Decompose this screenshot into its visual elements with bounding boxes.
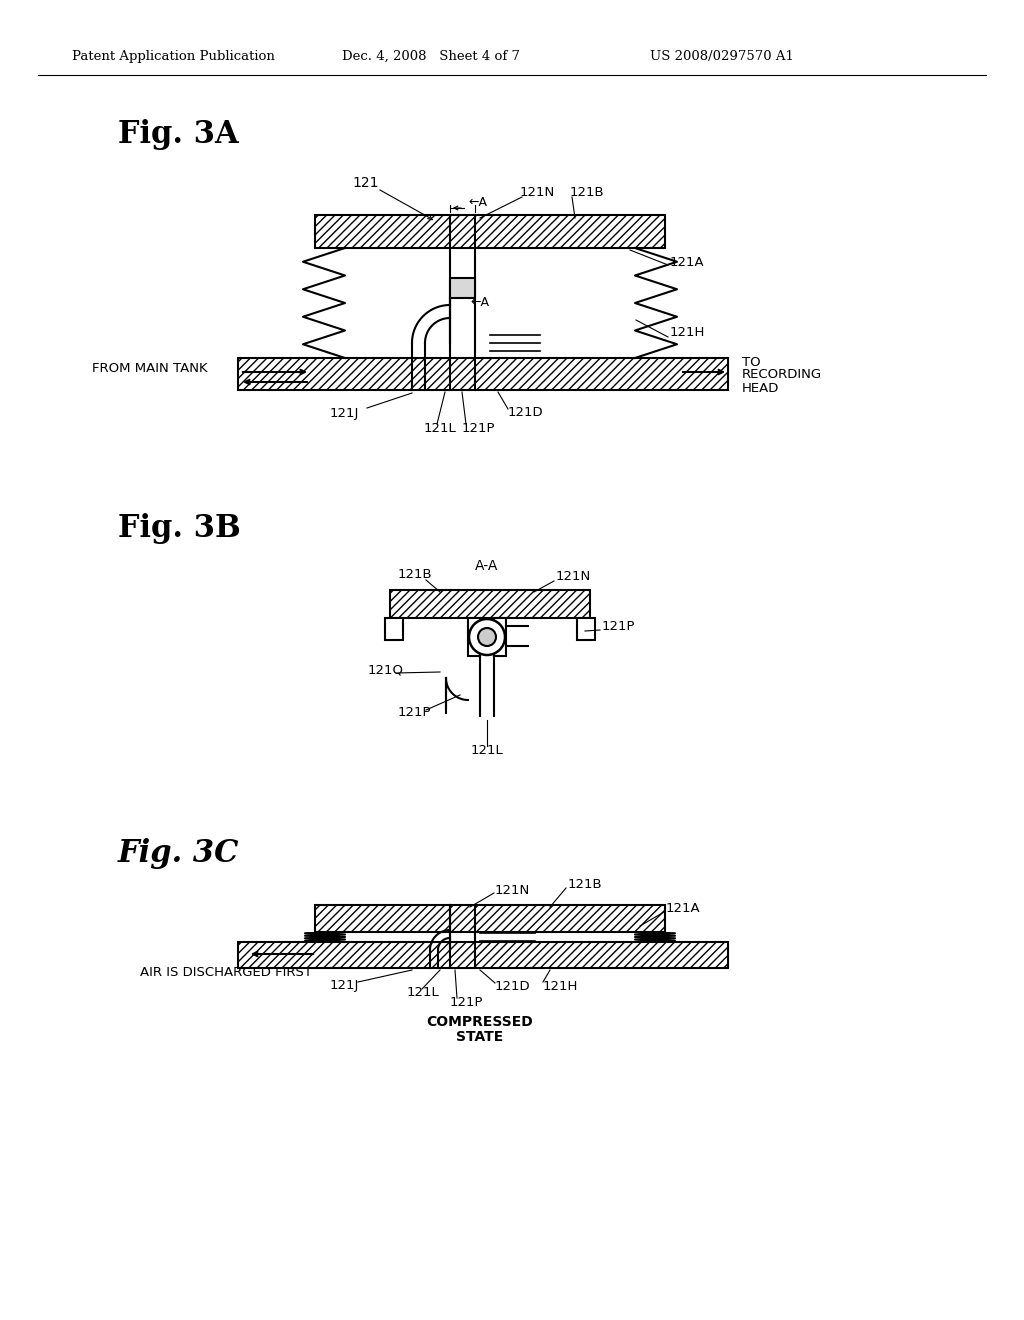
Bar (577, 618, 595, 640)
Text: COMPRESSED: COMPRESSED (427, 1015, 534, 1030)
Text: 121A: 121A (670, 256, 705, 268)
Text: 121B: 121B (570, 186, 604, 199)
Text: 121D: 121D (495, 981, 530, 994)
Text: 121L: 121L (424, 421, 457, 434)
Text: 121D: 121D (508, 407, 544, 420)
Bar (315, 906, 665, 932)
Bar (238, 942, 728, 968)
Bar (468, 618, 480, 656)
Text: RECORDING: RECORDING (742, 367, 822, 380)
Bar (494, 618, 506, 656)
Bar (450, 279, 475, 298)
Bar (450, 279, 475, 298)
Text: 121J: 121J (330, 979, 359, 993)
Text: 121B: 121B (398, 569, 432, 582)
Text: AIR IS DISCHARGED FIRST: AIR IS DISCHARGED FIRST (140, 966, 312, 979)
Text: 121P: 121P (450, 995, 483, 1008)
Text: TO: TO (742, 355, 761, 368)
Circle shape (478, 628, 496, 645)
Text: 121P: 121P (462, 421, 496, 434)
Circle shape (469, 619, 505, 655)
Text: Fig. 3A: Fig. 3A (118, 119, 239, 150)
Text: ←A: ←A (468, 197, 487, 210)
Bar (577, 618, 595, 640)
Text: FROM MAIN TANK: FROM MAIN TANK (92, 362, 208, 375)
Bar (390, 590, 590, 618)
Text: 121B: 121B (568, 878, 603, 891)
Bar (494, 618, 506, 656)
Text: A-A: A-A (475, 558, 499, 573)
Text: 121N: 121N (520, 186, 555, 199)
Text: 121N: 121N (556, 570, 591, 583)
Text: 121: 121 (352, 176, 379, 190)
Bar (468, 618, 480, 656)
Bar (385, 618, 403, 640)
Bar (315, 215, 665, 248)
Text: 121H: 121H (670, 326, 706, 339)
Bar (390, 590, 590, 618)
Text: 121J: 121J (330, 407, 359, 420)
Text: Fig. 3B: Fig. 3B (118, 513, 241, 544)
Text: Dec. 4, 2008   Sheet 4 of 7: Dec. 4, 2008 Sheet 4 of 7 (342, 50, 520, 63)
Text: 121A: 121A (666, 902, 700, 915)
Bar (238, 358, 728, 389)
Text: Fig. 3C: Fig. 3C (118, 838, 240, 869)
Text: US 2008/0297570 A1: US 2008/0297570 A1 (650, 50, 794, 63)
Text: 121P: 121P (398, 706, 431, 719)
Text: HEAD: HEAD (742, 381, 779, 395)
Text: STATE: STATE (457, 1030, 504, 1044)
Text: 121L: 121L (471, 743, 504, 756)
Bar (315, 215, 665, 248)
Text: 121N: 121N (495, 883, 530, 896)
Text: 121P: 121P (602, 620, 636, 634)
Bar (315, 906, 665, 932)
Bar (238, 358, 728, 389)
Text: 121H: 121H (543, 979, 579, 993)
Bar (238, 942, 728, 968)
Text: Patent Application Publication: Patent Application Publication (72, 50, 274, 63)
Text: 121L: 121L (407, 986, 439, 999)
Text: ←A: ←A (470, 296, 489, 309)
Text: 121Q: 121Q (368, 664, 404, 676)
Bar (385, 618, 403, 640)
